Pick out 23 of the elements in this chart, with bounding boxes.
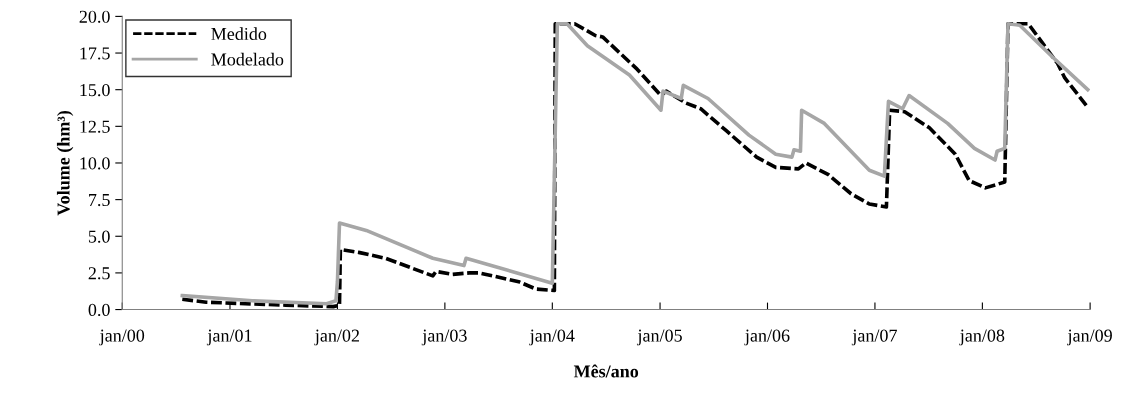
y-tick-label: 10.0 (80, 157, 110, 170)
x-tick-label: jan/01 (206, 329, 252, 346)
x-tick-label: jan/05 (636, 329, 682, 346)
y-tick-label: 0.0 (88, 303, 110, 317)
x-tick-label: jan/03 (421, 329, 467, 346)
x-tick-label: jan/09 (1067, 329, 1112, 346)
x-tick-label: jan/06 (744, 329, 790, 346)
y-tick-label: 15.0 (80, 83, 110, 97)
y-tick-label: 2.5 (88, 267, 110, 280)
x-tick-label: jan/00 (99, 329, 145, 346)
y-tick-label: 20.0 (79, 10, 110, 23)
legend-label: Medido (211, 27, 267, 41)
y-tick-label: 12.5 (80, 120, 110, 133)
x-axis-title: Mês/ano (573, 364, 639, 378)
x-tick-label: jan/04 (529, 329, 575, 346)
x-tick-label: jan/08 (959, 329, 1005, 346)
y-tick-label: 7.5 (89, 194, 110, 207)
x-tick-label: jan/02 (314, 329, 359, 346)
y-tick-label: 17.5 (80, 47, 110, 60)
legend-label: Modelado (211, 52, 284, 66)
y-tick-label: 5.0 (88, 230, 110, 243)
y-axis-title: Volume (hm³) (56, 110, 74, 216)
x-tick-label: jan/07 (851, 329, 897, 346)
